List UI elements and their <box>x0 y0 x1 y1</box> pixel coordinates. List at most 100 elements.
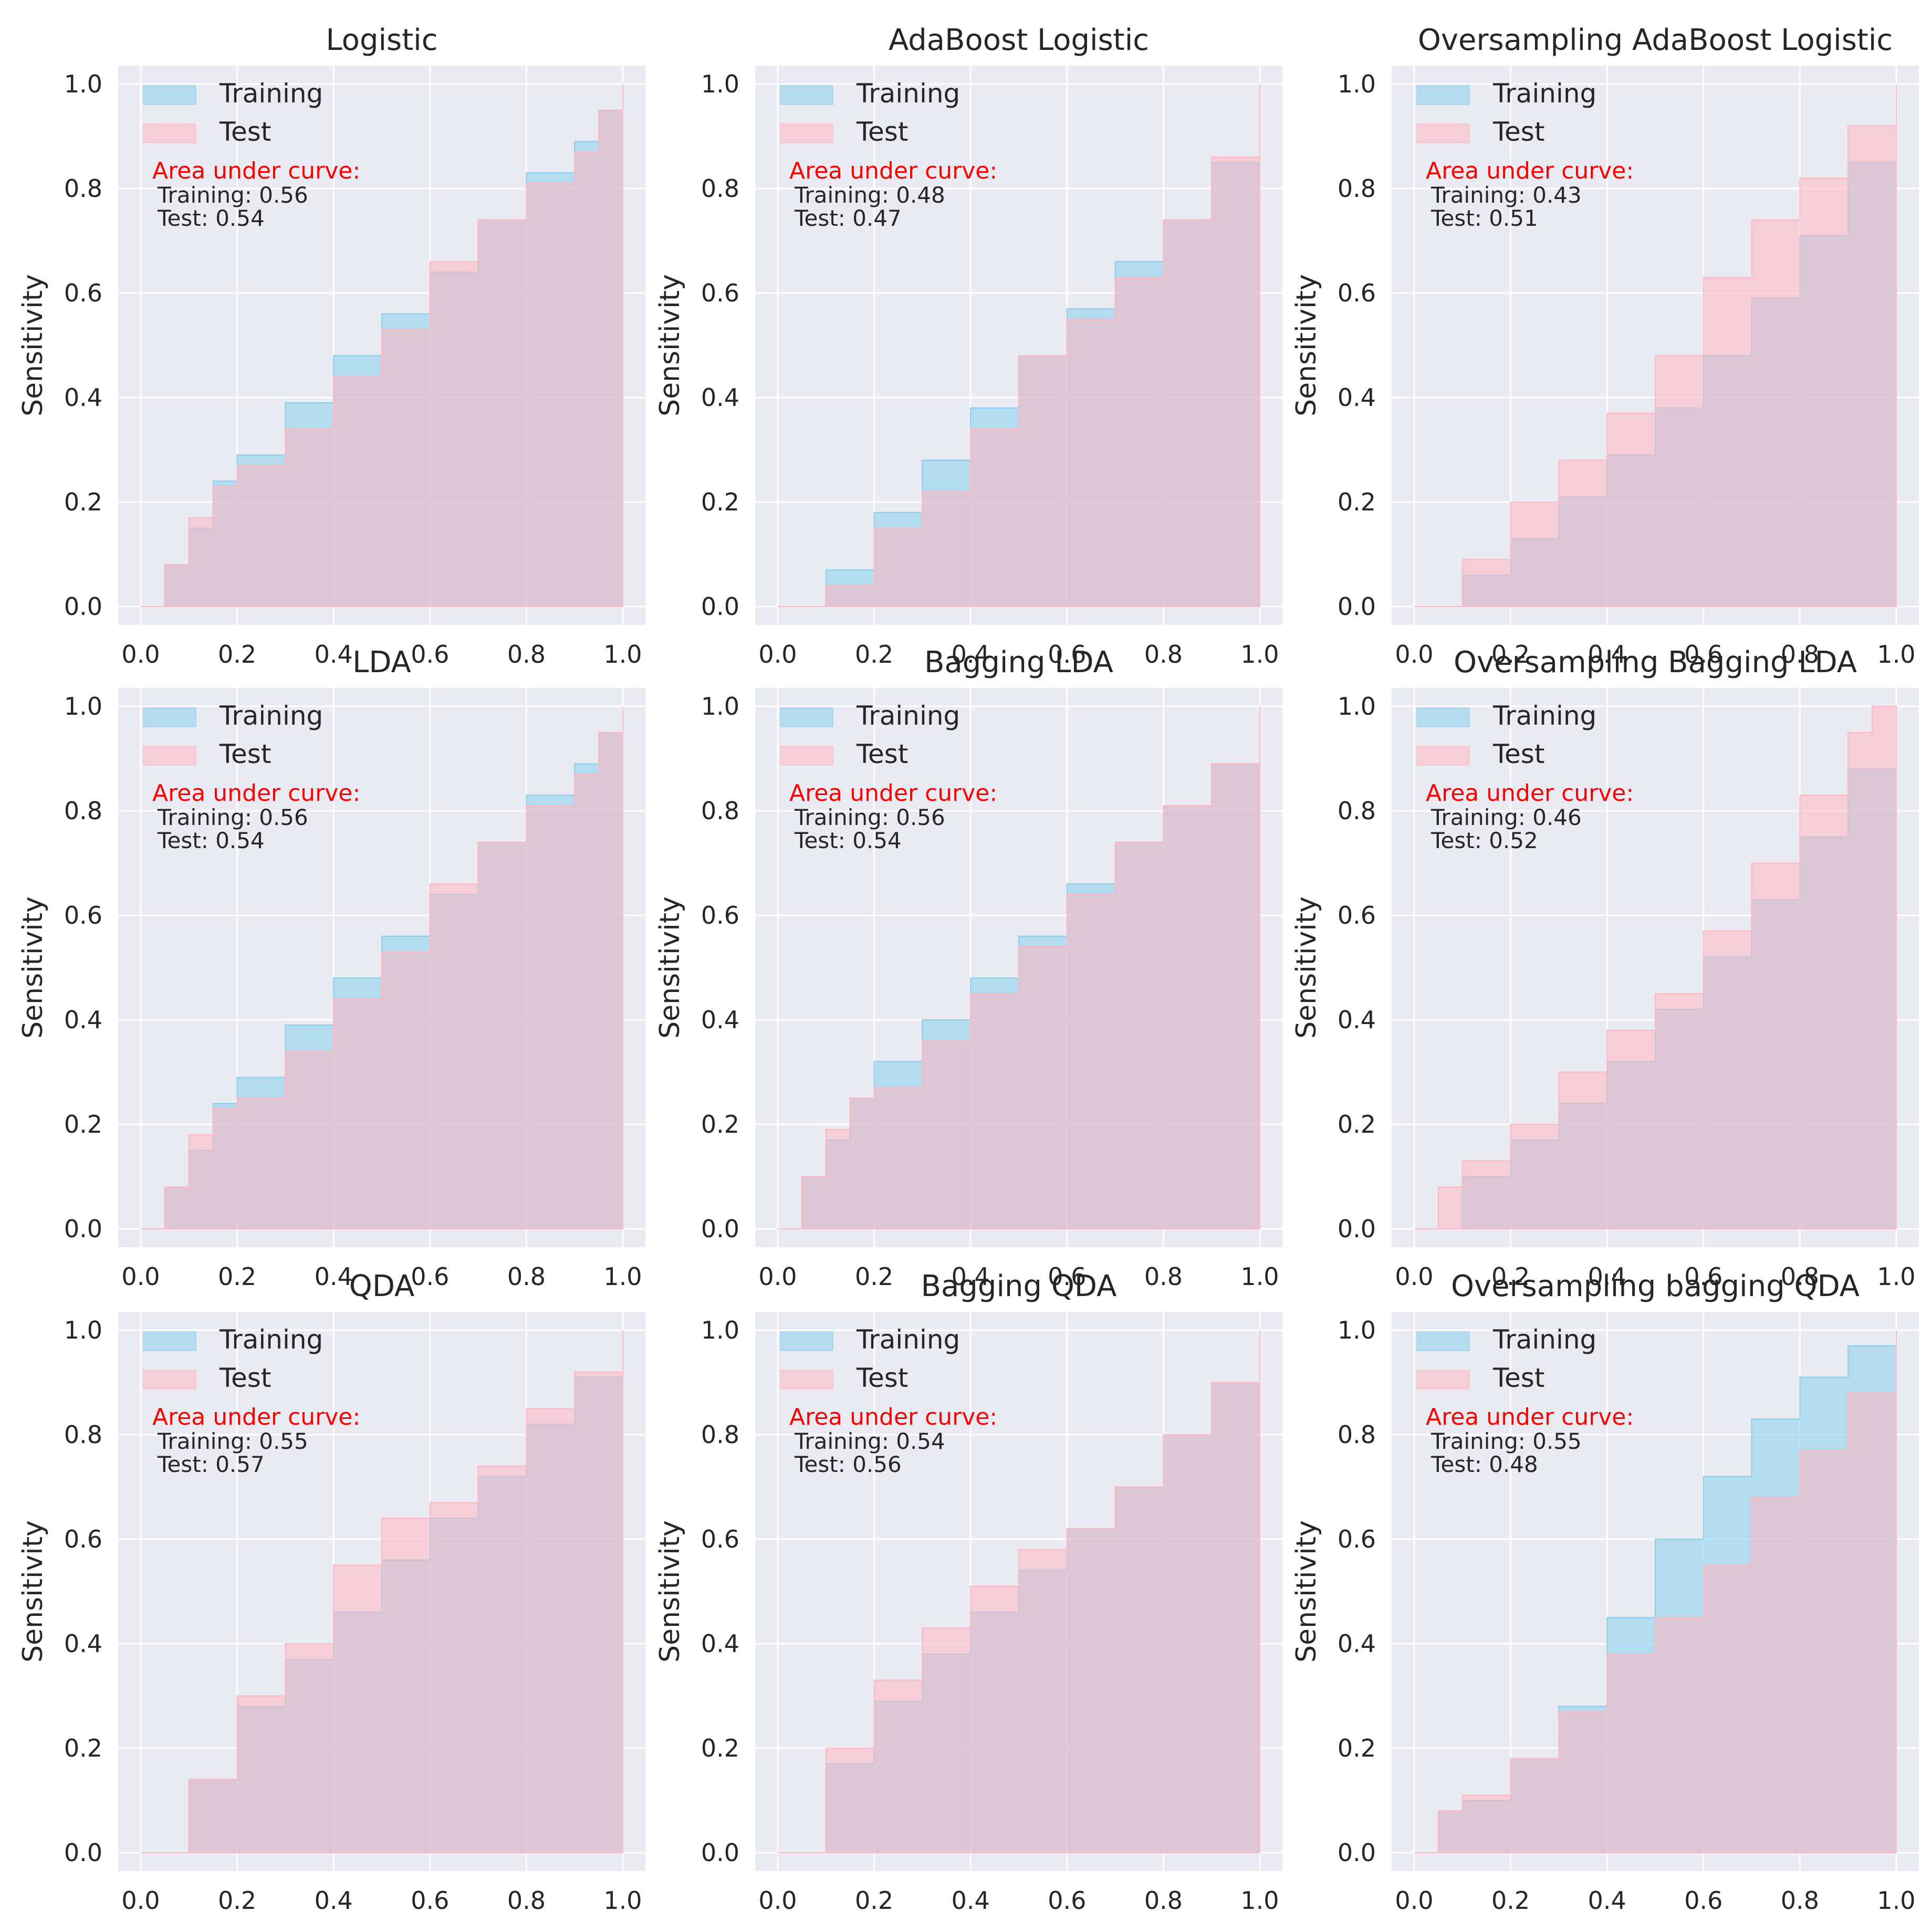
auc-value: Test: 0.47 <box>794 205 902 231</box>
y-tick-label: 0.2 <box>701 1734 739 1762</box>
y-tick-label: 1.0 <box>64 692 102 720</box>
y-axis-label: Sensitivity <box>654 896 686 1039</box>
y-tick-label: 0.4 <box>64 1006 102 1034</box>
y-tick-label: 0.4 <box>1338 1629 1376 1658</box>
x-tick-label: 0.0 <box>758 1886 797 1915</box>
legend-label: Training <box>219 701 323 731</box>
y-axis-label: Sensitivity <box>17 274 49 416</box>
y-tick-label: 0.0 <box>64 592 102 621</box>
y-tick-label: 0.0 <box>64 1215 102 1243</box>
x-tick-label: 0.2 <box>1491 1886 1530 1915</box>
area-test <box>778 84 1260 607</box>
x-tick-label: 0.6 <box>1684 1262 1722 1291</box>
legend-label: Test <box>219 117 271 147</box>
y-tick-label: 0.0 <box>1338 1215 1376 1243</box>
legend-label: Training <box>219 1324 323 1355</box>
y-tick-label: 0.2 <box>1338 488 1376 516</box>
subplot-6: 0.0 0.0 0.2 0.2 0.4 0.4 0.6 0.6 0.8 0.8 1.0 1.0 Over… <box>1291 645 1919 1291</box>
y-tick-label: 0.4 <box>1338 1006 1376 1034</box>
x-tick-label: 0.4 <box>1588 1262 1626 1291</box>
subplot-title: Oversampling AdaBoost Logistic <box>1418 23 1893 57</box>
x-tick-label: 1.0 <box>1240 640 1279 668</box>
legend-label: Test <box>1492 739 1544 769</box>
x-tick-label: 0.0 <box>121 1262 160 1291</box>
x-tick-label: 0.8 <box>507 640 546 668</box>
subplot-4: 0.0 0.0 0.2 0.2 0.4 0.4 0.6 0.6 0.8 0.8 1.0 1.0 LDA T… <box>17 645 645 1291</box>
x-tick-label: 0.4 <box>1588 1886 1626 1915</box>
y-axis-label: Sensitivity <box>654 274 686 416</box>
y-tick-label: 0.8 <box>64 174 102 203</box>
legend-swatch <box>1416 746 1470 766</box>
subplot-3: 0.0 0.0 0.2 0.2 0.4 0.4 0.6 0.6 0.8 0.8 1.0 1.0 Over… <box>1291 23 1919 668</box>
x-tick-label: 0.8 <box>1144 640 1183 668</box>
area-test <box>141 1330 623 1853</box>
x-tick-label: 0.6 <box>1684 1886 1722 1915</box>
y-tick-label: 0.4 <box>64 1629 102 1658</box>
x-tick-label: 0.2 <box>855 1886 893 1915</box>
y-tick-label: 0.2 <box>701 488 739 516</box>
y-tick-label: 1.0 <box>64 1316 102 1344</box>
x-tick-label: 0.6 <box>1048 640 1086 668</box>
y-axis-label: Sensitivity <box>1291 896 1322 1039</box>
subplot-title: Bagging LDA <box>924 645 1113 680</box>
subplot-9: 0.0 0.0 0.2 0.2 0.4 0.4 0.6 0.6 0.8 0.8 1.0 1.0 Over… <box>1291 1269 1919 1915</box>
auc-value: Test: 0.54 <box>157 205 265 231</box>
x-tick-label: 0.8 <box>507 1262 546 1291</box>
y-tick-label: 0.2 <box>1338 1734 1376 1762</box>
legend-label: Test <box>219 1363 271 1393</box>
y-tick-label: 0.8 <box>1338 174 1376 203</box>
y-tick-label: 0.2 <box>701 1110 739 1138</box>
x-tick-label: 0.4 <box>315 640 353 668</box>
subplot-title: QDA <box>349 1269 415 1303</box>
y-tick-label: 1.0 <box>1338 692 1376 720</box>
y-tick-label: 1.0 <box>64 70 102 98</box>
auc-header: Area under curve: <box>789 1404 997 1430</box>
subplot-1: 0.0 0.0 0.2 0.2 0.4 0.4 0.6 0.6 0.8 0.8 1.0 1.0 Logi… <box>17 23 645 668</box>
y-tick-label: 0.6 <box>64 1525 102 1553</box>
legend-swatch <box>780 123 833 143</box>
y-tick-label: 0.2 <box>64 1110 102 1138</box>
y-tick-label: 0.2 <box>1338 1110 1376 1138</box>
auc-value: Training: 0.56 <box>157 805 308 830</box>
x-tick-label: 0.6 <box>1048 1886 1086 1915</box>
x-tick-label: 0.8 <box>1144 1262 1183 1291</box>
auc-value: Test: 0.54 <box>157 828 265 853</box>
area-test <box>1414 706 1897 1229</box>
legend-label: Test <box>856 739 908 769</box>
subplot-5: 0.0 0.0 0.2 0.2 0.4 0.4 0.6 0.6 0.8 0.8 1.0 1.0 Bagg… <box>654 645 1282 1291</box>
area-test <box>141 706 623 1229</box>
legend-label: Training <box>1492 1324 1596 1355</box>
auc-header: Area under curve: <box>152 780 360 807</box>
subplot-8: 0.0 0.0 0.2 0.2 0.4 0.4 0.6 0.6 0.8 0.8 1.0 1.0 Bagg… <box>654 1269 1282 1915</box>
x-tick-label: 0.4 <box>952 1262 990 1291</box>
x-tick-label: 0.0 <box>121 640 160 668</box>
auc-value: Test: 0.48 <box>1430 1451 1538 1477</box>
y-tick-label: 0.8 <box>701 174 739 203</box>
y-tick-label: 0.4 <box>701 383 739 412</box>
area-test <box>778 1330 1260 1853</box>
legend-swatch <box>780 1370 833 1390</box>
x-tick-label: 0.8 <box>1781 1262 1819 1291</box>
x-tick-label: 1.0 <box>603 1886 642 1915</box>
legend-swatch <box>780 707 833 727</box>
y-tick-label: 0.8 <box>1338 797 1376 825</box>
legend-swatch <box>780 746 833 766</box>
y-axis-label: Sensitivity <box>1291 274 1322 416</box>
x-tick-label: 0.2 <box>855 1262 893 1291</box>
subplot-title: Bagging QDA <box>921 1269 1117 1303</box>
auc-value: Training: 0.54 <box>794 1428 945 1454</box>
legend-label: Test <box>1492 117 1544 147</box>
y-tick-label: 0.6 <box>1338 1525 1376 1553</box>
x-tick-label: 0.6 <box>411 1886 449 1915</box>
y-tick-label: 0.8 <box>64 1420 102 1449</box>
legend-swatch <box>143 707 196 727</box>
legend-label: Test <box>856 117 908 147</box>
subplot-2: 0.0 0.0 0.2 0.2 0.4 0.4 0.6 0.6 0.8 0.8 1.0 1.0 AdaB… <box>654 23 1282 668</box>
x-tick-label: 0.0 <box>1395 1262 1433 1291</box>
y-tick-label: 0.4 <box>64 383 102 412</box>
x-tick-label: 0.2 <box>218 640 256 668</box>
auc-value: Training: 0.48 <box>794 182 945 208</box>
y-tick-label: 0.2 <box>64 1734 102 1762</box>
auc-value: Training: 0.43 <box>1430 182 1582 208</box>
y-tick-label: 0.8 <box>701 1420 739 1449</box>
